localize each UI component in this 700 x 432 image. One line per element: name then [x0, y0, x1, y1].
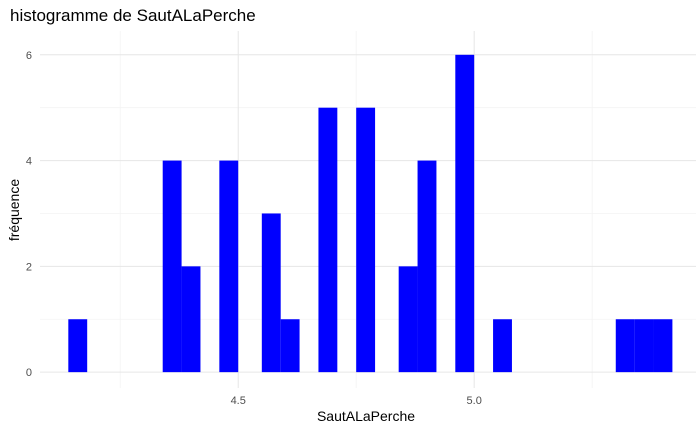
- histogram-bar: [455, 54, 475, 373]
- histogram-bar: [493, 319, 512, 373]
- ticks-layer: 0 2 4 6 4.5 5.0: [26, 50, 482, 407]
- x-tick-label: 5.0: [467, 395, 482, 407]
- y-tick-label: 6: [26, 50, 32, 62]
- histogram-bar: [653, 319, 673, 373]
- histogram-bar: [634, 319, 654, 373]
- x-axis-label: SautALaPerche: [317, 408, 415, 424]
- y-tick-label: 4: [26, 156, 32, 168]
- histogram-bar: [162, 160, 182, 373]
- histogram-bar: [398, 266, 418, 373]
- y-tick-label: 0: [26, 367, 32, 379]
- histogram-bar: [181, 266, 201, 373]
- histogram-bar: [417, 160, 437, 373]
- bars-layer: [68, 54, 673, 373]
- chart-title: histogramme de SautALaPerche: [10, 6, 256, 25]
- histogram-bar: [356, 107, 376, 373]
- histogram-bar: [219, 160, 239, 373]
- x-tick-label: 4.5: [231, 395, 246, 407]
- histogram-bar: [280, 319, 300, 373]
- histogram-bar: [261, 213, 281, 373]
- histogram-bar: [615, 319, 635, 373]
- y-axis-label: fréquence: [6, 179, 22, 241]
- histogram-bar: [68, 319, 88, 373]
- histogram-bar: [318, 107, 338, 373]
- y-tick-label: 2: [26, 261, 32, 273]
